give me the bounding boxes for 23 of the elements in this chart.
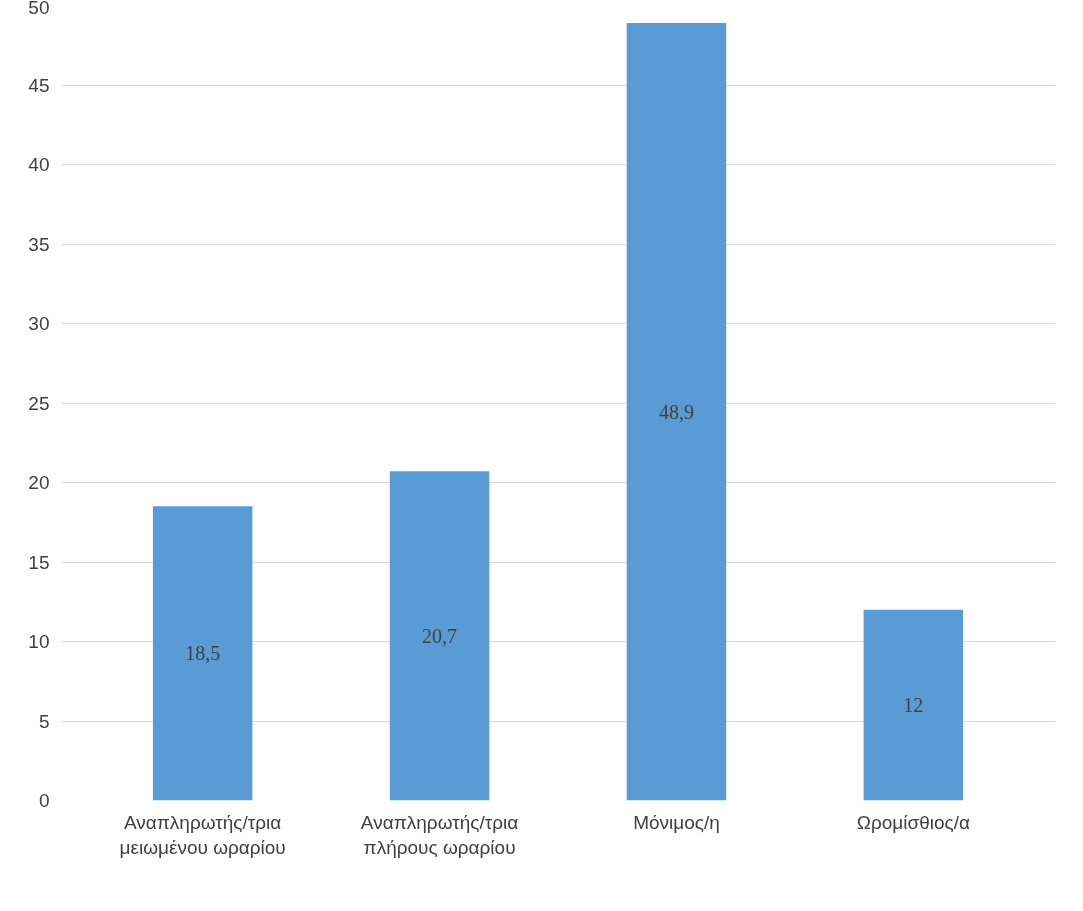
y-tick-label: 25 [28,392,50,414]
y-tick-label: 50 [28,0,50,18]
data-label: 12 [903,694,924,717]
x-tick-label: Ωρομίσθιος/α [856,811,970,833]
y-tick-label: 40 [28,154,50,175]
data-label: 20,7 [422,624,458,647]
y-tick-label: 30 [28,313,50,334]
x-tick-label: Αναπληρωτής/τρια πλήρους ωραρίου [360,811,519,858]
data-label: 18,5 [185,642,221,665]
x-tick-label: Αναπληρωτής/τρια μειωμένου ωραρίου [119,811,286,858]
y-tick-label: 5 [38,710,50,732]
bar [152,506,253,801]
y-tick-label: 35 [28,233,50,255]
x-tick-label: Μόνιμος/η [633,811,720,833]
data-label: 48,9 [658,400,694,423]
y-tick-label: 10 [28,631,50,652]
y-tick-label: 20 [28,472,50,493]
bar [863,609,964,801]
bar [626,22,727,801]
y-tick-label: 0 [38,790,50,811]
y-tick-label: 15 [28,551,50,573]
y-tick-label: 45 [28,74,50,96]
bar [389,471,490,801]
